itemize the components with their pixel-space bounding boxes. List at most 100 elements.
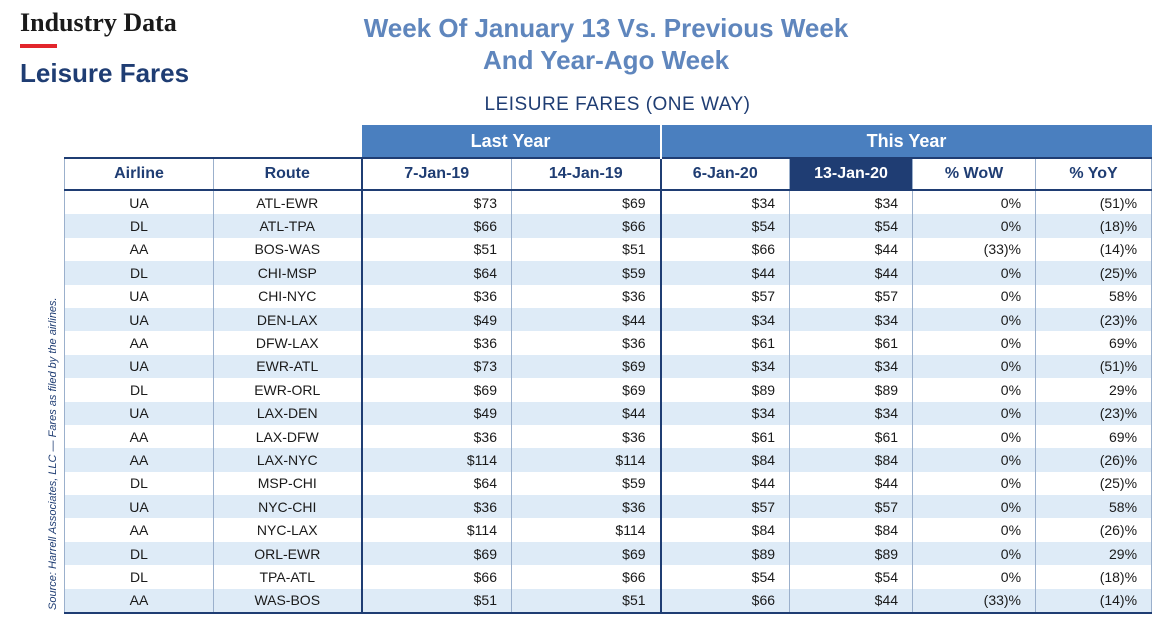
route-cell: EWR-ORL xyxy=(213,378,362,402)
route-cell: CHI-NYC xyxy=(213,284,362,308)
fare-6-jan-20-cell: $89 xyxy=(659,378,791,402)
table-row: UA NYC-CHI $36 $36 $57 $57 0% 58% xyxy=(64,495,1153,519)
fare-7-jan-19-cell: $69 xyxy=(360,378,512,402)
fare-13-jan-20-cell: $44 xyxy=(789,237,914,262)
fare-6-jan-20-cell: $66 xyxy=(659,237,791,262)
wow-cell: (33)% xyxy=(912,237,1037,262)
airline-cell: AA xyxy=(64,424,214,449)
fare-14-jan-19-cell: $69 xyxy=(510,378,662,402)
fare-14-jan-19-cell: $36 xyxy=(510,284,662,308)
table-row: AA DFW-LAX $36 $36 $61 $61 0% 69% xyxy=(64,331,1153,355)
section-title: Leisure Fares xyxy=(20,58,190,88)
fare-7-jan-19-cell: $114 xyxy=(360,448,512,472)
table-row: UA DEN-LAX $49 $44 $34 $34 0% (23)% xyxy=(64,307,1153,332)
route-cell: BOS-WAS xyxy=(213,237,362,262)
brand-title: Industry Data xyxy=(20,8,177,37)
fare-13-jan-20-cell: $54 xyxy=(789,214,914,238)
airline-cell: DL xyxy=(64,541,214,566)
fare-14-jan-19-cell: $69 xyxy=(510,541,662,566)
fare-13-jan-20-cell: $84 xyxy=(789,518,914,542)
wow-cell: (33)% xyxy=(912,588,1037,615)
fare-14-jan-19-cell: $66 xyxy=(510,214,662,238)
table-body: UA ATL-EWR $73 $69 $34 $34 0% (51)% DL ATL-TPA $66… xyxy=(64,190,1153,615)
fare-14-jan-19-cell: $51 xyxy=(510,588,662,615)
fare-7-jan-19-cell: $66 xyxy=(360,214,512,238)
headline-line-1: Week Of January 13 Vs. Previous Week xyxy=(363,13,849,43)
airline-cell: DL xyxy=(64,378,214,402)
fare-14-jan-19-cell: $59 xyxy=(510,471,662,496)
group-header-this-year: This Year xyxy=(660,125,1152,158)
fare-6-jan-20-cell: $61 xyxy=(659,424,791,449)
yoy-cell: 69% xyxy=(1035,424,1153,449)
table-row: AA WAS-BOS $51 $51 $66 $44 (33)% (14)% xyxy=(64,588,1153,615)
fare-7-jan-19-cell: $114 xyxy=(360,518,512,542)
wow-cell: 0% xyxy=(912,354,1037,379)
yoy-cell: (14)% xyxy=(1035,237,1153,262)
airline-cell: UA xyxy=(64,495,214,519)
source-note: Source: Harrell Associates, LLC — Fares … xyxy=(47,297,59,610)
wow-cell: 0% xyxy=(912,331,1037,355)
yoy-cell: 58% xyxy=(1035,495,1153,519)
airline-cell: DL xyxy=(64,565,214,589)
table-row: DL ORL-EWR $69 $69 $89 $89 0% 29% xyxy=(64,541,1153,566)
yoy-cell: (26)% xyxy=(1035,448,1153,472)
yoy-cell: (26)% xyxy=(1035,518,1153,542)
fare-6-jan-20-cell: $34 xyxy=(659,354,791,379)
airline-cell: UA xyxy=(64,307,214,332)
fare-14-jan-19-cell: $114 xyxy=(510,518,662,542)
fare-6-jan-20-cell: $34 xyxy=(659,307,791,332)
group-header-last-year: Last Year xyxy=(361,125,662,158)
fare-13-jan-20-cell: $34 xyxy=(789,307,914,332)
column-header-airline: Airline xyxy=(64,157,214,191)
yoy-cell: 29% xyxy=(1035,541,1153,566)
fare-6-jan-20-cell: $89 xyxy=(659,541,791,566)
table-row: AA LAX-NYC $114 $114 $84 $84 0% (26)% xyxy=(64,448,1153,472)
wow-cell: 0% xyxy=(912,378,1037,402)
route-cell: MSP-CHI xyxy=(213,471,362,496)
route-cell: CHI-MSP xyxy=(213,261,362,285)
yoy-cell: 29% xyxy=(1035,378,1153,402)
fare-13-jan-20-cell: $44 xyxy=(789,471,914,496)
airline-cell: AA xyxy=(64,237,214,262)
table-title: LEISURE FARES (ONE WAY) xyxy=(484,94,751,115)
fare-7-jan-19-cell: $51 xyxy=(360,588,512,615)
airline-cell: AA xyxy=(64,518,214,542)
wow-cell: 0% xyxy=(912,261,1037,285)
route-cell: LAX-DEN xyxy=(213,401,362,425)
fare-6-jan-20-cell: $84 xyxy=(659,518,791,542)
fare-14-jan-19-cell: $44 xyxy=(510,401,662,425)
airline-cell: DL xyxy=(64,471,214,496)
fare-6-jan-20-cell: $84 xyxy=(659,448,791,472)
fare-13-jan-20-cell: $61 xyxy=(789,331,914,355)
fare-7-jan-19-cell: $51 xyxy=(360,237,512,262)
fare-14-jan-19-cell: $114 xyxy=(510,448,662,472)
airline-cell: AA xyxy=(64,448,214,472)
headline: Week Of January 13 Vs. Previous Week And… xyxy=(300,12,912,76)
column-header-14-jan-19: 14-Jan-19 xyxy=(510,157,662,191)
wow-cell: 0% xyxy=(912,541,1037,566)
fare-13-jan-20-cell: $89 xyxy=(789,378,914,402)
route-cell: ORL-EWR xyxy=(213,541,362,566)
wow-cell: 0% xyxy=(912,471,1037,496)
route-cell: DFW-LAX xyxy=(213,331,362,355)
airline-cell: UA xyxy=(64,190,214,215)
fare-14-jan-19-cell: $36 xyxy=(510,495,662,519)
table-row: DL ATL-TPA $66 $66 $54 $54 0% (18)% xyxy=(64,214,1153,238)
airline-cell: UA xyxy=(64,354,214,379)
route-cell: NYC-CHI xyxy=(213,495,362,519)
fare-14-jan-19-cell: $51 xyxy=(510,237,662,262)
yoy-cell: (18)% xyxy=(1035,214,1153,238)
column-header-13-jan-20: 13-Jan-20 xyxy=(789,157,914,191)
fare-13-jan-20-cell: $44 xyxy=(789,588,914,615)
fare-13-jan-20-cell: $34 xyxy=(789,190,914,215)
fare-6-jan-20-cell: $57 xyxy=(659,284,791,308)
airline-cell: UA xyxy=(64,401,214,425)
fare-13-jan-20-cell: $89 xyxy=(789,541,914,566)
fare-7-jan-19-cell: $49 xyxy=(360,307,512,332)
fare-7-jan-19-cell: $36 xyxy=(360,331,512,355)
fare-7-jan-19-cell: $49 xyxy=(360,401,512,425)
table-row: DL CHI-MSP $64 $59 $44 $44 0% (25)% xyxy=(64,261,1153,285)
wow-cell: 0% xyxy=(912,190,1037,215)
fare-13-jan-20-cell: $54 xyxy=(789,565,914,589)
airline-cell: UA xyxy=(64,284,214,308)
